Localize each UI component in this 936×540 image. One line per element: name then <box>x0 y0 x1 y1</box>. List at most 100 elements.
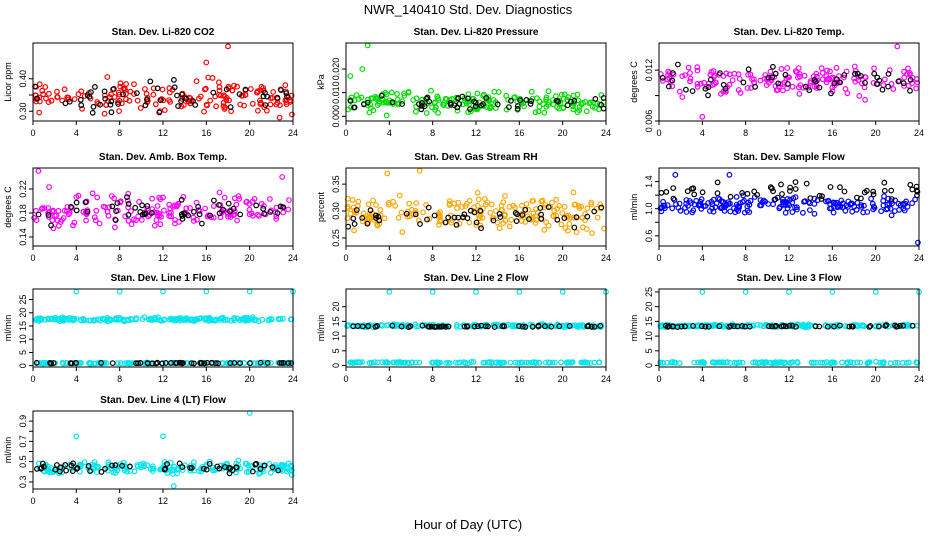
data-point <box>546 359 552 366</box>
data-point <box>114 360 121 367</box>
data-point <box>585 322 592 329</box>
data-point <box>669 83 676 90</box>
data-point <box>867 323 874 329</box>
data-point <box>149 195 156 202</box>
data-point <box>864 187 870 194</box>
data-point <box>390 198 396 205</box>
data-point <box>541 109 548 116</box>
data-point <box>679 94 686 100</box>
data-point <box>168 213 174 220</box>
data-point <box>485 323 491 330</box>
data-point <box>887 360 894 367</box>
data-point <box>762 198 769 205</box>
data-point <box>789 322 796 329</box>
data-point <box>519 359 526 366</box>
data-point <box>284 93 290 100</box>
data-point <box>131 91 137 97</box>
data-point <box>79 105 85 112</box>
data-point <box>288 467 295 474</box>
data-point <box>204 102 210 109</box>
data-point <box>395 360 401 366</box>
panel-9: Stan. Dev. Line 3 Flow ml/min 0 4 8 12 16 20 24 0… <box>629 273 924 384</box>
outlier-point <box>699 289 706 295</box>
data-point <box>417 221 423 227</box>
data-point <box>125 204 132 211</box>
data-point <box>684 188 691 195</box>
data-point <box>802 324 809 331</box>
x-tick-label: 8 <box>430 374 435 384</box>
x-tick-label: 12 <box>471 374 481 384</box>
y-tick-label: 0.40 <box>18 70 28 88</box>
y-tick-label: 0.012 <box>644 59 654 82</box>
data-point <box>277 203 284 210</box>
data-point <box>399 101 406 107</box>
data-point <box>453 221 460 228</box>
data-point <box>744 85 751 91</box>
data-point <box>695 359 701 366</box>
outlier-point <box>894 43 901 50</box>
series-1 <box>32 74 295 121</box>
data-point <box>53 212 60 219</box>
data-point <box>443 96 450 103</box>
data-point <box>167 98 174 105</box>
data-point <box>160 97 167 104</box>
y-axis-label: ml/min <box>3 315 13 342</box>
data-point <box>687 78 693 85</box>
data-point <box>213 103 220 110</box>
series-1 <box>344 189 607 237</box>
data-point <box>419 100 425 106</box>
data-point <box>914 359 921 366</box>
data-point <box>727 208 734 215</box>
data-point <box>545 322 552 329</box>
data-point <box>116 108 122 114</box>
data-point <box>268 360 274 366</box>
data-point <box>97 101 103 108</box>
data-point <box>125 190 132 197</box>
data-point <box>888 80 895 87</box>
data-point <box>662 322 669 329</box>
outlier-point <box>386 289 393 295</box>
data-point <box>561 91 568 98</box>
data-point <box>539 197 546 204</box>
y-tick-label: 5 <box>644 348 654 353</box>
data-point <box>559 210 566 216</box>
data-point <box>576 322 582 329</box>
data-point <box>464 323 471 330</box>
data-point <box>143 96 150 103</box>
data-point <box>766 323 772 330</box>
data-point <box>478 225 485 232</box>
data-point <box>344 215 351 222</box>
data-point <box>394 90 401 97</box>
data-point <box>62 462 69 468</box>
data-point <box>763 82 770 88</box>
outliers <box>699 43 901 120</box>
data-point <box>109 360 116 367</box>
data-point <box>175 103 182 109</box>
data-point <box>366 360 373 366</box>
y-tick-label: 5 <box>331 348 341 353</box>
data-point <box>107 101 114 108</box>
data-point <box>413 95 420 102</box>
data-point <box>888 196 895 202</box>
data-point <box>454 322 460 328</box>
data-point <box>769 185 775 192</box>
data-point <box>522 206 529 213</box>
data-point <box>536 359 543 366</box>
data-point <box>905 82 912 89</box>
data-point <box>33 98 40 105</box>
data-point <box>493 208 499 214</box>
data-point <box>573 229 580 236</box>
data-point <box>370 197 377 204</box>
x-tick-label: 20 <box>871 253 881 263</box>
y-tick-label: 0.3 <box>18 476 28 489</box>
data-point <box>816 84 823 91</box>
data-point <box>49 217 56 224</box>
data-point <box>131 81 137 88</box>
data-point <box>231 82 237 89</box>
data-point <box>812 323 819 330</box>
data-point <box>710 68 717 74</box>
x-tick-label: 16 <box>827 253 837 263</box>
data-point <box>101 110 108 117</box>
data-point <box>395 214 402 221</box>
y-axis-label: kPa <box>316 74 326 90</box>
